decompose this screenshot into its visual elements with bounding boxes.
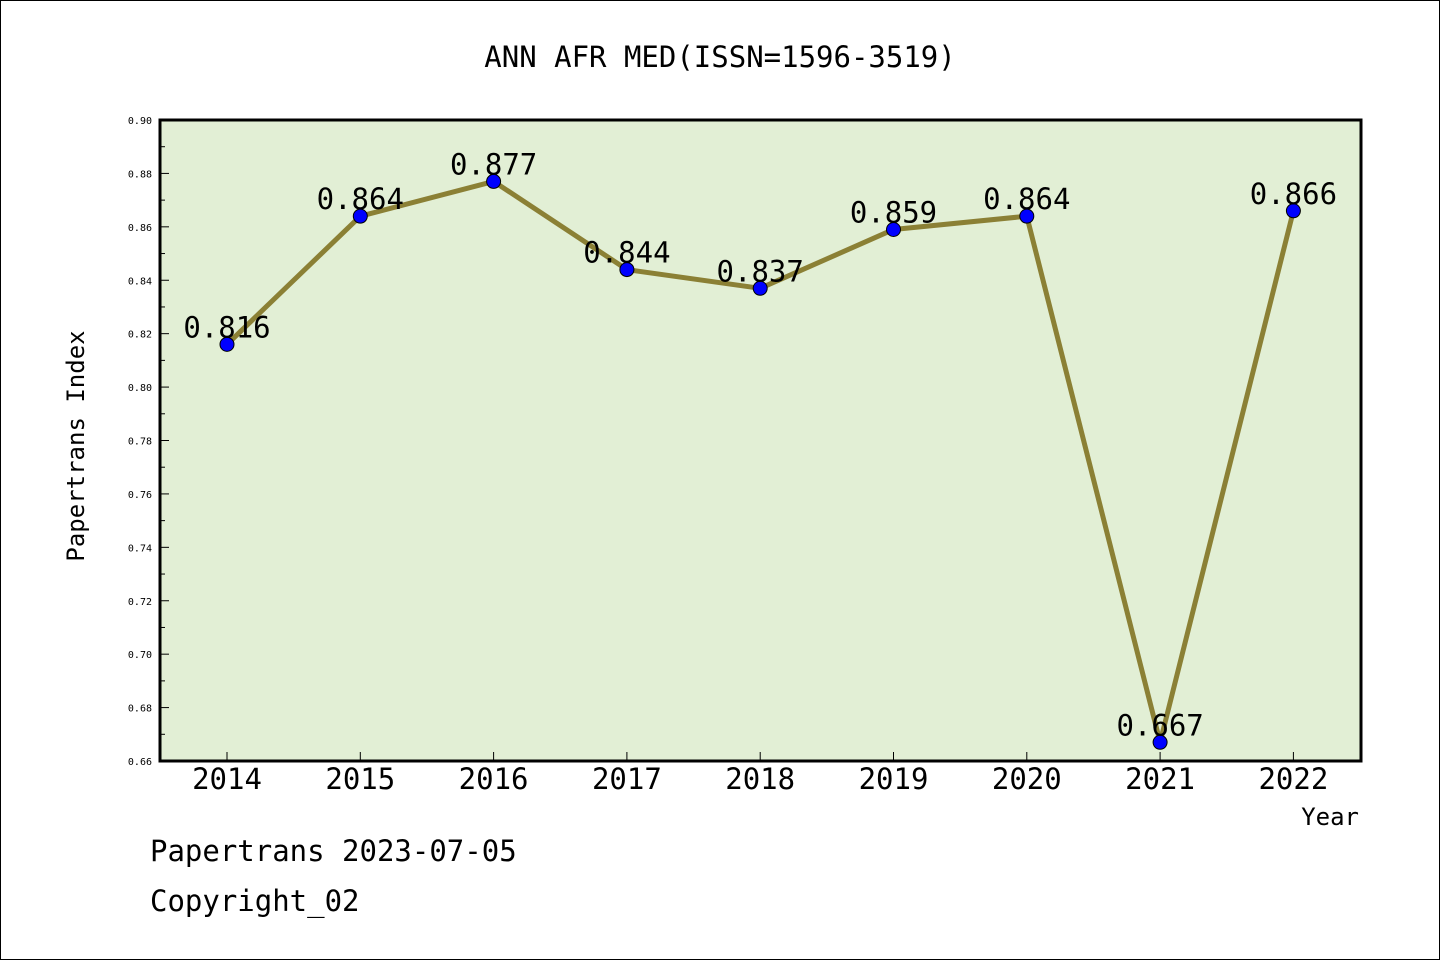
data-label: 0.837 <box>717 254 804 288</box>
y-tick-label: 0.84 <box>128 276 152 287</box>
x-tick-label: 2018 <box>725 762 795 796</box>
y-axis-label: Papertrans Index <box>62 330 90 561</box>
y-tick-label: 0.86 <box>128 223 152 234</box>
x-tick-label: 2014 <box>192 762 262 796</box>
footer-date: Papertrans 2023-07-05 <box>150 834 517 868</box>
y-tick-label: 0.70 <box>128 650 152 661</box>
y-tick-label: 0.68 <box>128 704 152 715</box>
data-label: 0.844 <box>583 236 670 270</box>
data-label: 0.816 <box>183 310 270 344</box>
x-tick-label: 2015 <box>325 762 395 796</box>
y-tick-label: 0.80 <box>128 383 152 394</box>
x-tick-label: 2021 <box>1125 762 1195 796</box>
data-label: 0.864 <box>317 182 404 216</box>
data-point <box>619 262 635 278</box>
x-tick-label: 2019 <box>859 762 929 796</box>
data-point <box>886 222 901 238</box>
y-tick-label: 0.66 <box>128 757 152 768</box>
data-label: 0.877 <box>450 147 537 181</box>
x-axis-ticks: 2014 2015 2016 2017 2018 2019 2020 2021 2022 <box>192 752 1328 796</box>
x-tick-label: 2022 <box>1258 762 1328 796</box>
y-tick-label: 0.74 <box>128 543 152 554</box>
y-tick-label: 0.88 <box>128 169 152 180</box>
y-tick-label: 0.78 <box>128 437 152 448</box>
series-layer: 0.816 0.864 0.877 0.844 0.837 0.859 0.864 0.667… <box>183 147 1337 750</box>
footer-copyright: Copyright_02 <box>150 884 360 918</box>
data-label: 0.667 <box>1116 708 1203 742</box>
x-tick-label: 2016 <box>459 762 529 796</box>
chart-title: ANN AFR MED(ISSN=1596-3519) <box>484 40 955 74</box>
data-point <box>352 208 368 224</box>
y-tick-label: 0.90 <box>128 116 152 127</box>
data-point <box>1285 203 1301 219</box>
data-point <box>219 336 235 352</box>
data-point <box>1019 208 1035 224</box>
y-tick-label: 0.76 <box>128 490 152 501</box>
y-tick-label: 0.82 <box>128 330 152 341</box>
x-axis-label: Year <box>1301 803 1359 831</box>
y-tick-label: 0.72 <box>128 597 152 608</box>
plot-area <box>160 120 1361 761</box>
data-label: 0.859 <box>850 196 937 230</box>
data-point <box>752 280 768 296</box>
data-point <box>1152 734 1168 750</box>
data-label: 0.864 <box>983 182 1070 216</box>
data-point <box>486 173 502 189</box>
x-tick-label: 2017 <box>592 762 662 796</box>
data-label: 0.866 <box>1250 177 1337 211</box>
x-tick-label: 2020 <box>992 762 1062 796</box>
plot-border <box>158 118 1363 763</box>
